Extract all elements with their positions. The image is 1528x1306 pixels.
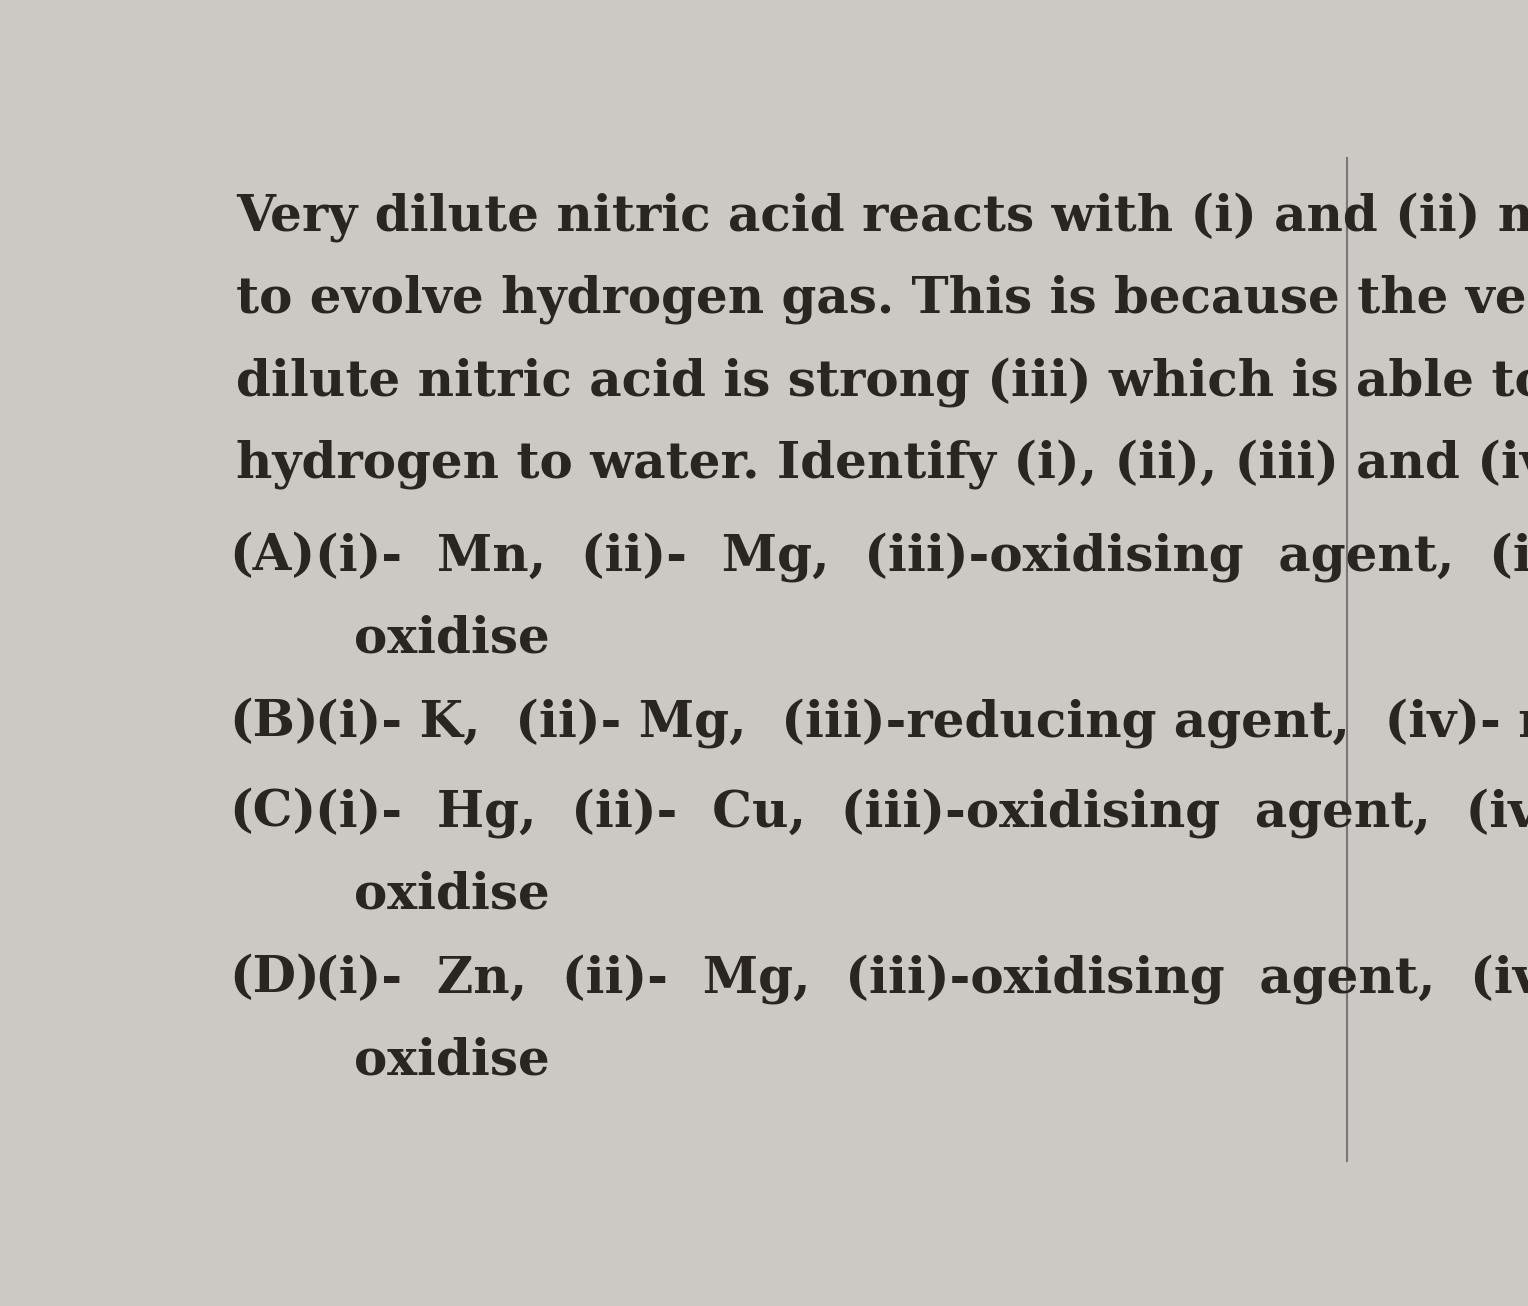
Text: hydrogen to water. Identify (i), (ii), (iii) and (iv).: hydrogen to water. Identify (i), (ii), (… (235, 439, 1528, 490)
Text: oxidise: oxidise (354, 871, 550, 919)
Text: (B): (B) (229, 697, 318, 747)
Text: (i)- K,  (ii)- Mg,  (iii)-reducing agent,  (iv)- reduce: (i)- K, (ii)- Mg, (iii)-reducing agent, … (315, 697, 1528, 748)
Text: (C): (C) (229, 789, 316, 837)
Text: (D): (D) (229, 955, 319, 1003)
Text: Very dilute nitric acid reacts with (i) and (ii) metals: Very dilute nitric acid reacts with (i) … (235, 192, 1528, 242)
Text: dilute nitric acid is strong (iii) which is able to (iv): dilute nitric acid is strong (iii) which… (235, 357, 1528, 407)
Text: (i)-  Mn,  (ii)-  Mg,  (iii)-oxidising  agent,  (iv)-: (i)- Mn, (ii)- Mg, (iii)-oxidising agent… (315, 532, 1528, 581)
Text: (i)-  Zn,  (ii)-  Mg,  (iii)-oxidising  agent,  (iv)-: (i)- Zn, (ii)- Mg, (iii)-oxidising agent… (315, 955, 1528, 1004)
Text: (A): (A) (229, 532, 315, 581)
Text: to evolve hydrogen gas. This is because the very: to evolve hydrogen gas. This is because … (235, 274, 1528, 324)
Text: (i)-  Hg,  (ii)-  Cu,  (iii)-oxidising  agent,  (iv)-: (i)- Hg, (ii)- Cu, (iii)-oxidising agent… (315, 789, 1528, 838)
Text: oxidise: oxidise (354, 614, 550, 663)
Text: oxidise: oxidise (354, 1037, 550, 1085)
